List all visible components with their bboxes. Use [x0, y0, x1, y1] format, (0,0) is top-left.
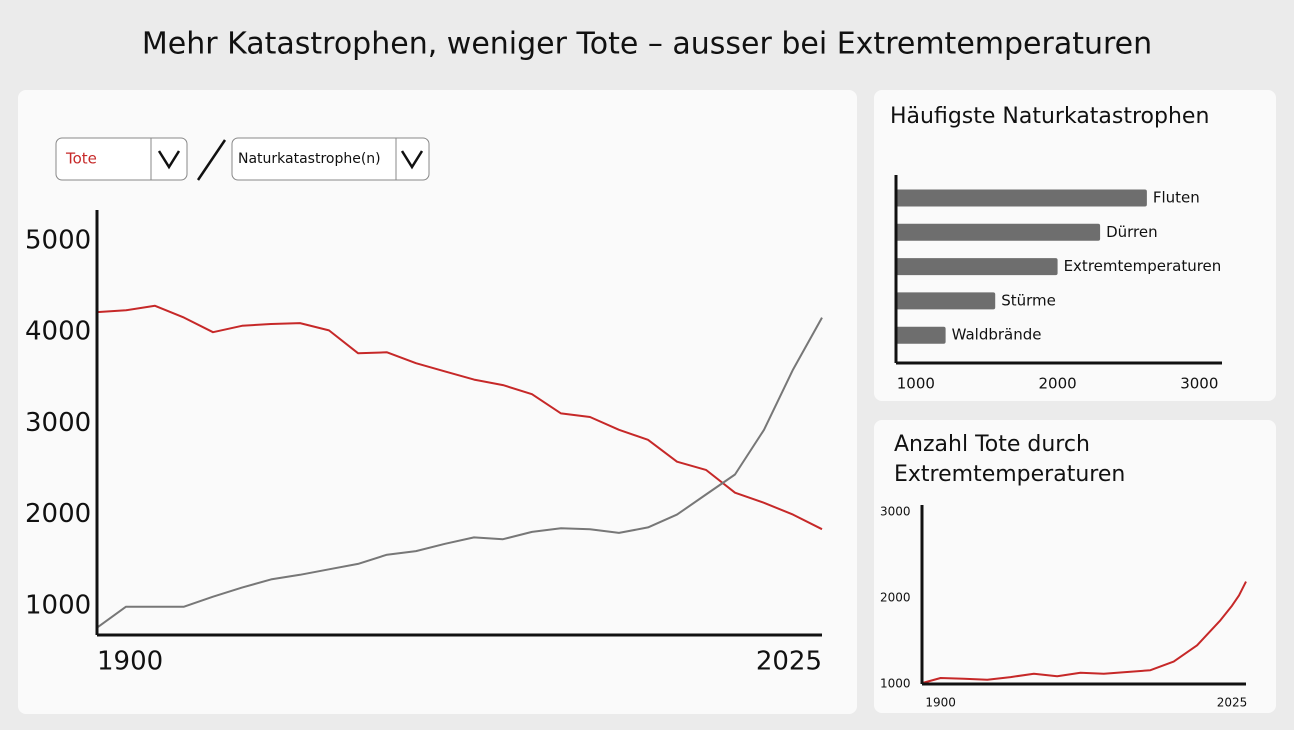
x-tick-label: 2025 [1217, 696, 1248, 710]
x-tick-label: 1900 [925, 696, 956, 710]
x-tick-label: 2000 [1038, 375, 1076, 393]
y-tick-label: 5000 [25, 226, 91, 256]
line-series [96, 304, 823, 531]
panel-title: Häufigste Naturkatastrophen [890, 104, 1209, 129]
panel-title: Anzahl Tote durch Extremtemperaturen [894, 432, 1126, 487]
y-tick-label: 4000 [25, 317, 91, 347]
bar [896, 292, 996, 310]
dropdown-box[interactable] [231, 137, 430, 181]
dropdown[interactable]: Naturkatastrophe(n) [231, 137, 430, 181]
dropdown[interactable]: Tote [55, 137, 188, 181]
small-panel [874, 420, 1276, 713]
y-tick-label: 2000 [880, 590, 911, 604]
y-tick-label: 1000 [25, 590, 91, 620]
x-tick-label: 1000 [897, 375, 935, 393]
slash [196, 139, 227, 181]
dropdown-label[interactable]: Naturkatastrophe(n) [238, 151, 381, 167]
bar [896, 258, 1058, 276]
bar [896, 326, 946, 344]
x-tick-label: 1900 [97, 647, 163, 677]
page-title: Mehr Katastrophen, weniger Tote – ausser… [142, 27, 1152, 62]
bar [896, 189, 1147, 207]
line-series [96, 317, 823, 629]
main-panel [18, 90, 857, 714]
y-tick-label: 3000 [880, 504, 911, 518]
line-series [921, 581, 1247, 685]
bar-panel [874, 90, 1276, 401]
dropdown-label[interactable]: Tote [65, 150, 97, 168]
dropdown-box[interactable] [55, 137, 188, 181]
bar [896, 223, 1101, 241]
x-tick-label: 2025 [756, 647, 822, 677]
y-tick-label: 2000 [25, 499, 91, 529]
y-tick-label: 1000 [880, 677, 911, 691]
bar-label: Extremtemperaturen [1064, 257, 1222, 275]
bar-label: Waldbrände [952, 326, 1042, 344]
y-tick-label: 3000 [25, 408, 91, 438]
chevron[interactable] [157, 150, 181, 170]
bar-label: Dürren [1106, 223, 1158, 241]
x-tick-label: 3000 [1180, 375, 1218, 393]
bar-label: Stürme [1001, 291, 1056, 309]
chevron[interactable] [400, 150, 424, 170]
bar-label: Fluten [1153, 189, 1200, 207]
